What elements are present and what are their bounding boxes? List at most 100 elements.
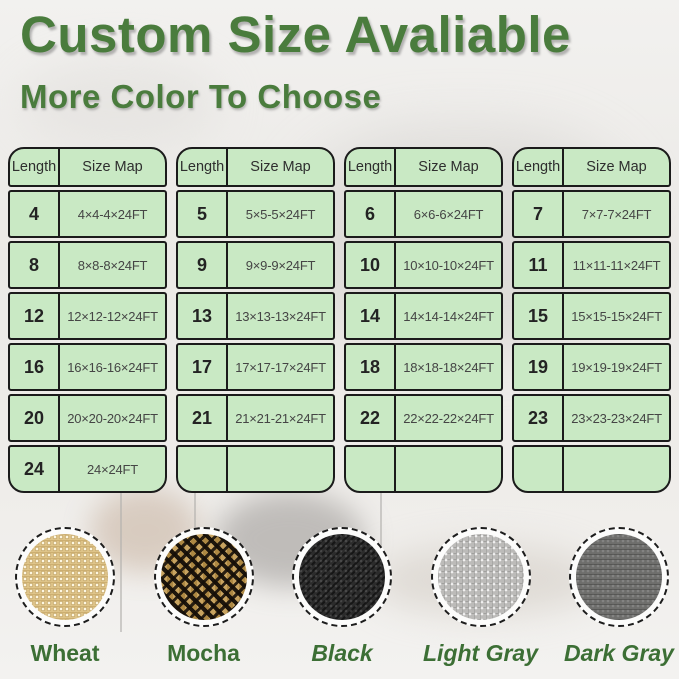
table-header-row: Length Size Map: [512, 147, 671, 187]
length-cell: 15: [514, 294, 565, 338]
size-map-cell: [564, 447, 669, 491]
size-map-cell: 10×10-10×24FT: [396, 243, 501, 287]
length-value: 16: [24, 356, 45, 377]
table-row: 16 16×16-16×24FT: [8, 343, 167, 391]
size-map-value: 23×23-23×24FT: [571, 410, 662, 426]
table-row: 11 11×11-11×24FT: [512, 241, 671, 289]
length-value: 20: [24, 407, 45, 428]
table-row: [176, 445, 335, 493]
black-swatch: Black: [292, 527, 392, 667]
size-map-cell: [396, 447, 501, 491]
size-map-cell: 24×24FT: [60, 447, 165, 491]
size-map-value: 15×15-15×24FT: [571, 308, 662, 324]
table-header-row: Length Size Map: [344, 147, 503, 187]
table-row: 20 20×20-20×24FT: [8, 394, 167, 442]
size-map-value: 24×24FT: [87, 461, 139, 477]
size-map-value: 13×13-13×24FT: [235, 308, 326, 324]
page-title: Custom Size Avaliable: [20, 6, 571, 63]
length-value: 22: [360, 407, 381, 428]
mocha-swatch: Mocha: [153, 527, 254, 667]
length-value: 23: [528, 407, 549, 428]
table-row: 17 17×17-17×24FT: [176, 343, 335, 391]
size-map-header-label: Size Map: [418, 159, 479, 175]
lightgray-swatch: Light Gray: [423, 527, 538, 667]
size-map-value: 5×5-5×24FT: [245, 206, 316, 222]
wheat-fabric-image: [22, 534, 108, 620]
length-value: 17: [192, 356, 213, 377]
size-map-value: 20×20-20×24FT: [67, 410, 158, 426]
table-row: 12 12×12-12×24FT: [8, 292, 167, 340]
mocha-fabric-image: [160, 534, 247, 620]
length-cell: [178, 447, 229, 491]
size-map-cell: 7×7-7×24FT: [564, 192, 669, 236]
length-value: 21: [192, 407, 213, 428]
size-map-value: 7×7-7×24FT: [581, 206, 652, 222]
length-header-cell: Length: [10, 149, 61, 185]
size-map-value: 18×18-18×24FT: [403, 359, 494, 375]
length-value: 19: [528, 356, 549, 377]
length-cell: 17: [178, 345, 229, 389]
size-map-cell: 21×21-21×24FT: [228, 396, 333, 440]
size-map-cell: 11×11-11×24FT: [564, 243, 669, 287]
length-cell: 24: [10, 447, 61, 491]
size-map-cell: 17×17-17×24FT: [228, 345, 333, 389]
length-cell: 14: [346, 294, 397, 338]
size-map-value: 21×21-21×24FT: [235, 410, 326, 426]
size-map-cell: 8×8-8×24FT: [60, 243, 165, 287]
length-cell: 19: [514, 345, 565, 389]
black-fabric-image: [299, 534, 385, 620]
length-value: 24: [24, 458, 45, 479]
table-row: 23 23×23-23×24FT: [512, 394, 671, 442]
size-map-cell: 23×23-23×24FT: [564, 396, 669, 440]
darkgray-swatch-ring: [569, 527, 669, 627]
length-cell: [346, 447, 397, 491]
size-map-value: 8×8-8×24FT: [77, 257, 148, 273]
table-row: 8 8×8-8×24FT: [8, 241, 167, 289]
length-cell: 16: [10, 345, 61, 389]
length-value: 12: [24, 305, 45, 326]
length-header-label: Length: [11, 159, 57, 175]
table-row: [344, 445, 503, 493]
wheat-swatch: Wheat: [15, 527, 115, 667]
table-row: 7 7×7-7×24FT: [512, 190, 671, 238]
size-table-2: Length Size Map 5 5×5-5×24FT 9 9×9-9×24FT 13 13…: [176, 147, 335, 493]
mocha-swatch-ring: [153, 527, 254, 627]
table-row: 18 18×18-18×24FT: [344, 343, 503, 391]
length-cell: 11: [514, 243, 565, 287]
size-table-4: Length Size Map 7 7×7-7×24FT 11 11×11-11×24FT…: [512, 147, 671, 493]
size-table-3: Length Size Map 6 6×6-6×24FT 10 10×10-10×24FT…: [344, 147, 503, 493]
size-map-cell: 13×13-13×24FT: [228, 294, 333, 338]
size-map-value: 10×10-10×24FT: [403, 257, 494, 273]
length-value: 9: [197, 254, 208, 275]
table-row: 15 15×15-15×24FT: [512, 292, 671, 340]
table-header-row: Length Size Map: [176, 147, 335, 187]
length-cell: 4: [10, 192, 61, 236]
length-cell: 12: [10, 294, 61, 338]
table-row: 5 5×5-5×24FT: [176, 190, 335, 238]
length-header-label: Length: [179, 159, 225, 175]
length-value: 4: [29, 203, 40, 224]
swatch-label-black: Black: [311, 640, 373, 666]
table-row: 13 13×13-13×24FT: [176, 292, 335, 340]
table-row: 21 21×21-21×24FT: [176, 394, 335, 442]
length-value: 7: [533, 203, 544, 224]
size-map-header-label: Size Map: [586, 159, 647, 175]
size-table-1: Length Size Map 4 4×4-4×24FT 8 8×8-8×24FT 12 12…: [8, 147, 167, 493]
size-map-header-label: Size Map: [250, 159, 311, 175]
size-map-cell: 15×15-15×24FT: [564, 294, 669, 338]
wheat-swatch-ring: [15, 527, 115, 627]
table-row: 9 9×9-9×24FT: [176, 241, 335, 289]
page-subtitle: More Color To Choose: [20, 78, 382, 115]
length-value: 6: [365, 203, 376, 224]
size-map-cell: 6×6-6×24FT: [396, 192, 501, 236]
length-header-cell: Length: [514, 149, 565, 185]
size-map-cell: 18×18-18×24FT: [396, 345, 501, 389]
size-map-value: 17×17-17×24FT: [235, 359, 326, 375]
length-cell: [514, 447, 565, 491]
length-header-label: Length: [347, 159, 393, 175]
darkgray-fabric-image: [576, 534, 662, 620]
length-cell: 8: [10, 243, 61, 287]
size-map-value: 9×9-9×24FT: [245, 257, 316, 273]
length-value: 11: [528, 254, 548, 275]
size-map-cell: 16×16-16×24FT: [60, 345, 165, 389]
